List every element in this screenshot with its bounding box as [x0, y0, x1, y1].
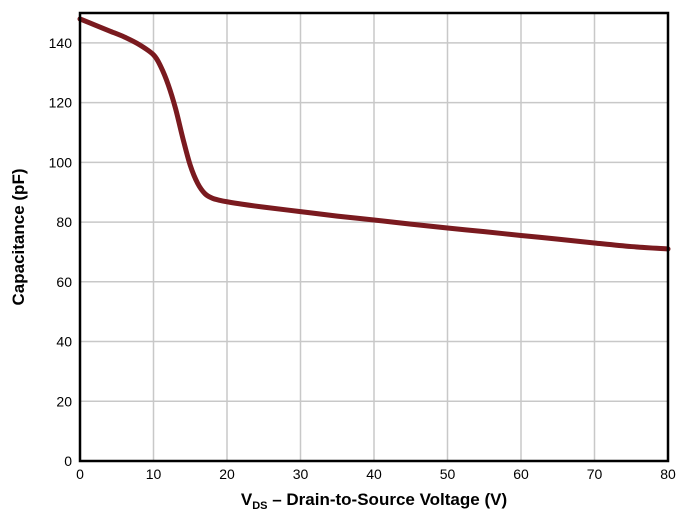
y-tick-label: 20 — [56, 393, 72, 409]
capacitance-curve — [77, 16, 671, 252]
x-tick-label: 40 — [366, 466, 382, 482]
x-tick-label: 10 — [146, 466, 162, 482]
plot-frame — [78, 11, 670, 463]
x-tick-labels: 0 10 20 30 40 50 60 70 80 — [76, 466, 676, 482]
y-tick-label: 40 — [56, 334, 72, 350]
y-tick-label: 0 — [64, 453, 72, 469]
y-tick-label: 80 — [56, 214, 72, 230]
x-tick-label: 30 — [293, 466, 309, 482]
x-tick-label: 80 — [660, 466, 676, 482]
x-axis-title: VDS – Drain-to-Source Voltage (V) — [241, 490, 507, 512]
x-tick-label: 0 — [76, 466, 84, 482]
x-axis-title-rest: – Drain-to-Source Voltage (V) — [268, 490, 508, 509]
x-axis-title-main: V — [241, 490, 253, 509]
x-axis-title-subscript: DS — [252, 500, 267, 512]
x-tick-label: 20 — [219, 466, 235, 482]
y-axis-title: Capacitance (pF) — [9, 169, 28, 306]
y-tick-label: 100 — [49, 154, 73, 170]
y-tick-label: 60 — [56, 274, 72, 290]
y-tick-label: 120 — [49, 95, 73, 111]
x-tick-label: 60 — [513, 466, 529, 482]
x-tick-label: 70 — [587, 466, 603, 482]
y-tick-label: 140 — [49, 35, 73, 51]
x-tick-label: 50 — [440, 466, 456, 482]
y-tick-labels: 0 20 40 60 80 100 120 140 — [49, 35, 73, 469]
